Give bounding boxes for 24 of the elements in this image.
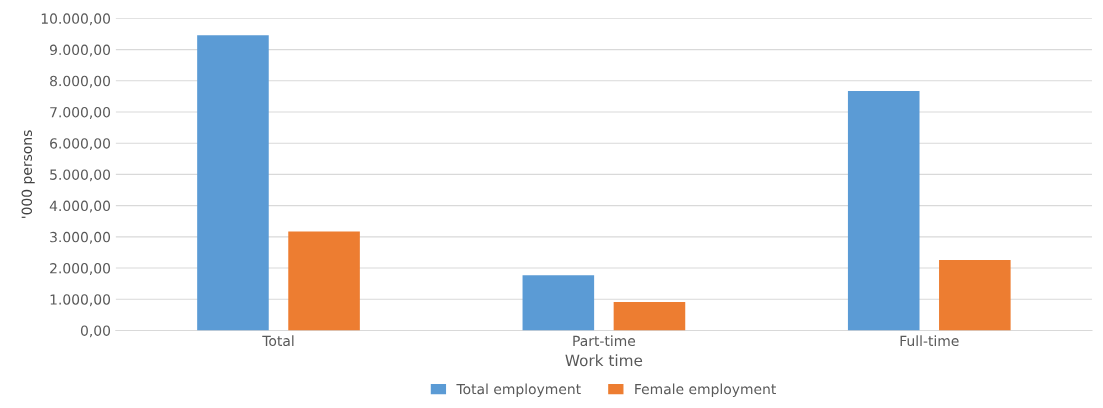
x-axis-title: Work time <box>565 354 643 367</box>
legend-label: Female employment <box>635 383 776 397</box>
bar <box>939 259 1011 331</box>
y-tick-label: 8.000,00 <box>50 75 111 88</box>
y-tick-label: 1.000,00 <box>50 294 111 307</box>
bar <box>613 302 686 331</box>
y-tick-label: 9.000,00 <box>49 44 111 57</box>
x-tick-label: Part-time <box>573 335 636 347</box>
bar <box>288 231 360 331</box>
y-tick-label: 7.000,00 <box>50 106 111 119</box>
bar <box>522 275 595 331</box>
y-tick-label: 4.000,00 <box>49 200 111 213</box>
y-axis-title: '000 persons <box>21 130 35 218</box>
y-tick-label: 10.000,00 <box>41 13 111 26</box>
x-tick-label: Full-time <box>900 335 959 347</box>
y-tick-label: 3.000,00 <box>50 231 111 244</box>
legend-label: Total employment <box>456 383 581 397</box>
y-tick-label: 5.000,00 <box>50 169 111 182</box>
bar <box>197 35 269 331</box>
bar <box>847 91 920 331</box>
y-tick-label: 2.000,00 <box>50 263 111 275</box>
x-tick-label: Total <box>262 335 294 347</box>
y-tick-label: 6.000,00 <box>50 138 111 151</box>
y-tick-label: 0,00 <box>80 325 111 338</box>
